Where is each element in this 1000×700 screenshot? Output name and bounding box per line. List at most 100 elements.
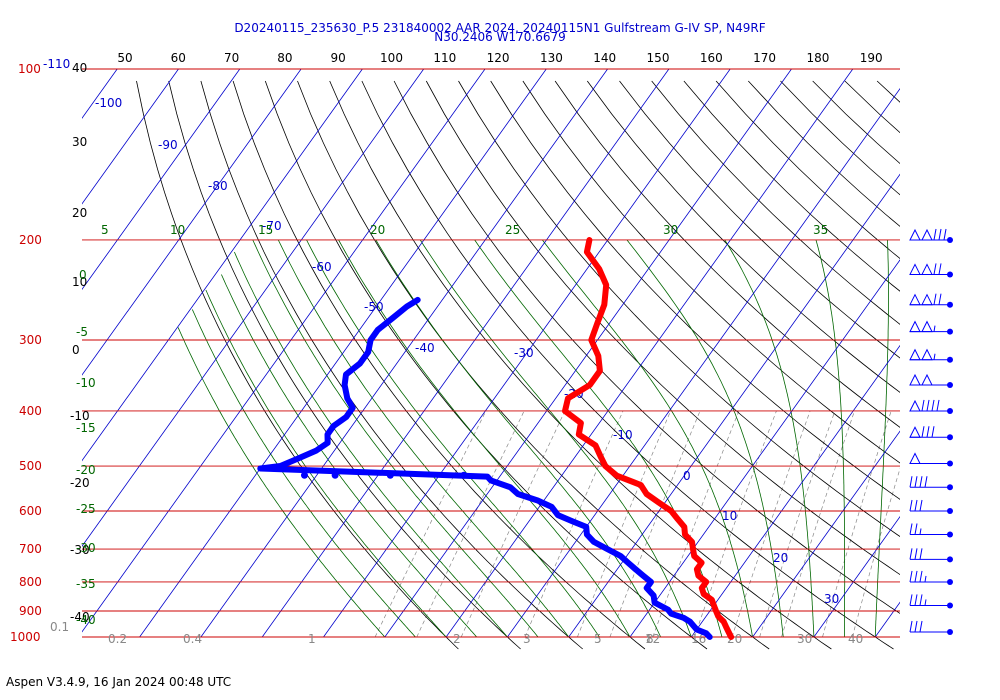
wind-barb [909,320,953,335]
wind-barb-feather [924,476,928,488]
left-axis-label: 0 [72,343,80,357]
isotherm-line [937,69,1000,637]
wind-barb-pennant [909,452,921,465]
wind-barb-feather [933,228,937,241]
wind-barb-pennant [921,263,933,275]
wind-barb-feather [909,548,913,560]
moist-adiabat-label: -10 [76,376,96,390]
moist-adiabat-label: 5 [101,223,109,237]
left-axis-label: -20 [70,476,90,490]
isotherm-line [690,344,900,638]
moist-adiabat-label: 10 [170,223,185,237]
dry-adiabat-line [876,80,900,103]
moist-adiabat-line [221,274,478,638]
wind-barb-feather [919,548,923,560]
temperature-profile-point [593,442,599,448]
temperature-profile-point [586,237,592,243]
dewpoint-profile-point [687,619,693,625]
isotherm-line [568,173,900,638]
moist-adiabat-line [474,239,723,638]
dewpoint-profile-point [668,611,674,617]
mixing-ratio-label: 12 [645,632,660,646]
top-axis-tick: 100 [380,51,403,65]
temperature-profile-point [597,368,603,374]
dewpoint-profile-point [343,371,349,377]
dewpoint-profile-point [375,327,381,333]
wind-barb [909,499,953,514]
temperature-profile-point [713,608,719,614]
wind-barb-feather [914,620,918,633]
moist-adiabat-label: -35 [76,577,96,591]
dry-adiabat-line [393,80,900,614]
temperature-profile-point [689,539,695,545]
temperature-profile-point [656,500,662,506]
temperature-profile-point [594,320,600,326]
dewpoint-profile-point [694,626,700,632]
wind-barb-half-feather [924,575,927,583]
moist-adiabat-label: -5 [76,325,88,339]
wind-barb-pennant [909,293,921,306]
top-axis-tick: 110 [433,51,456,65]
wind-barb-pennant [921,320,933,333]
moist-adiabat-label: -15 [76,421,96,435]
dry-adiabat-line [651,80,900,325]
wind-barb [909,620,953,636]
pressure-label-suffix: -110 [43,57,70,71]
temperature-profile-point [682,532,688,538]
isotherm-label: -90 [158,138,178,152]
moist-adiabat-line [234,251,508,638]
dewpoint-profile-point [707,634,713,640]
wind-barb-station [947,531,953,538]
chart-title-line1: D20240115_235630_P.5 231840002 AAR 2024,… [234,21,766,35]
temperature-profile-point [721,619,727,625]
wind-barb-feather [909,594,913,606]
wind-barb-station [947,460,953,467]
wind-barb [909,548,953,563]
left-axis-label: -30 [70,543,90,557]
mixing-ratio-label: 8 [646,632,654,646]
wind-barb [909,570,953,585]
temperature-profile-point [562,408,568,414]
pressure-label: 1000 [10,630,41,644]
temperature-profile-point [681,524,687,530]
temperature-profile-point [726,629,732,635]
wind-barb [909,293,953,308]
moist-adiabat-label: 20 [370,223,385,237]
top-axis-tick: 120 [487,51,510,65]
wind-barb-station [947,271,953,278]
isotherm-line [82,69,118,119]
isotherm-label: -100 [95,96,122,110]
temperature-profile-point [723,624,729,630]
mixing-ratio-label: 0.1 [50,620,69,634]
dewpoint-profile-point [651,592,657,598]
dry-adiabat-line [232,80,646,650]
temperature-profile-point [602,463,608,469]
pressure-label: 300 [19,333,42,347]
mixing-ratio-line [731,410,811,638]
isotherm-label: -50 [364,300,384,314]
dewpoint-profile-point [515,491,521,497]
isotherm-line [139,69,547,638]
wind-barb-feather [914,548,918,560]
wind-barb-pennant [909,373,921,386]
wind-barb-feather [921,426,925,438]
temperature-profile-point [587,382,593,388]
top-axis-tick: 60 [171,51,186,65]
isotherm-label: 20 [773,551,788,565]
dewpoint-profile [257,296,713,640]
dewpoint-stray-point [386,471,394,479]
moist-adiabat-label: -30 [76,541,96,555]
wind-barb-feather [926,426,930,438]
wind-barb-pennant [909,320,921,333]
pressure-label: 100 [18,62,41,76]
dewpoint-stray-point [331,471,339,479]
dewpoint-stray-point [460,471,468,479]
mixing-ratio-label: 0.2 [108,632,127,646]
dewpoint-profile-point [325,440,331,446]
temperature-profile-point [711,602,717,608]
wind-barb-half-feather [933,353,936,360]
wind-barb-station [947,629,953,636]
temperature-profile-point [565,395,571,401]
isotherm-label: -40 [415,341,435,355]
temperature-profile-point [668,508,674,514]
